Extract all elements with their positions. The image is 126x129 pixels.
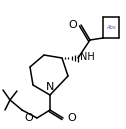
Text: N: N <box>46 83 54 92</box>
Text: O: O <box>68 20 77 30</box>
Text: O: O <box>24 113 33 123</box>
Text: Abs: Abs <box>106 25 116 30</box>
Text: NH: NH <box>80 52 95 62</box>
Text: O: O <box>67 113 76 123</box>
